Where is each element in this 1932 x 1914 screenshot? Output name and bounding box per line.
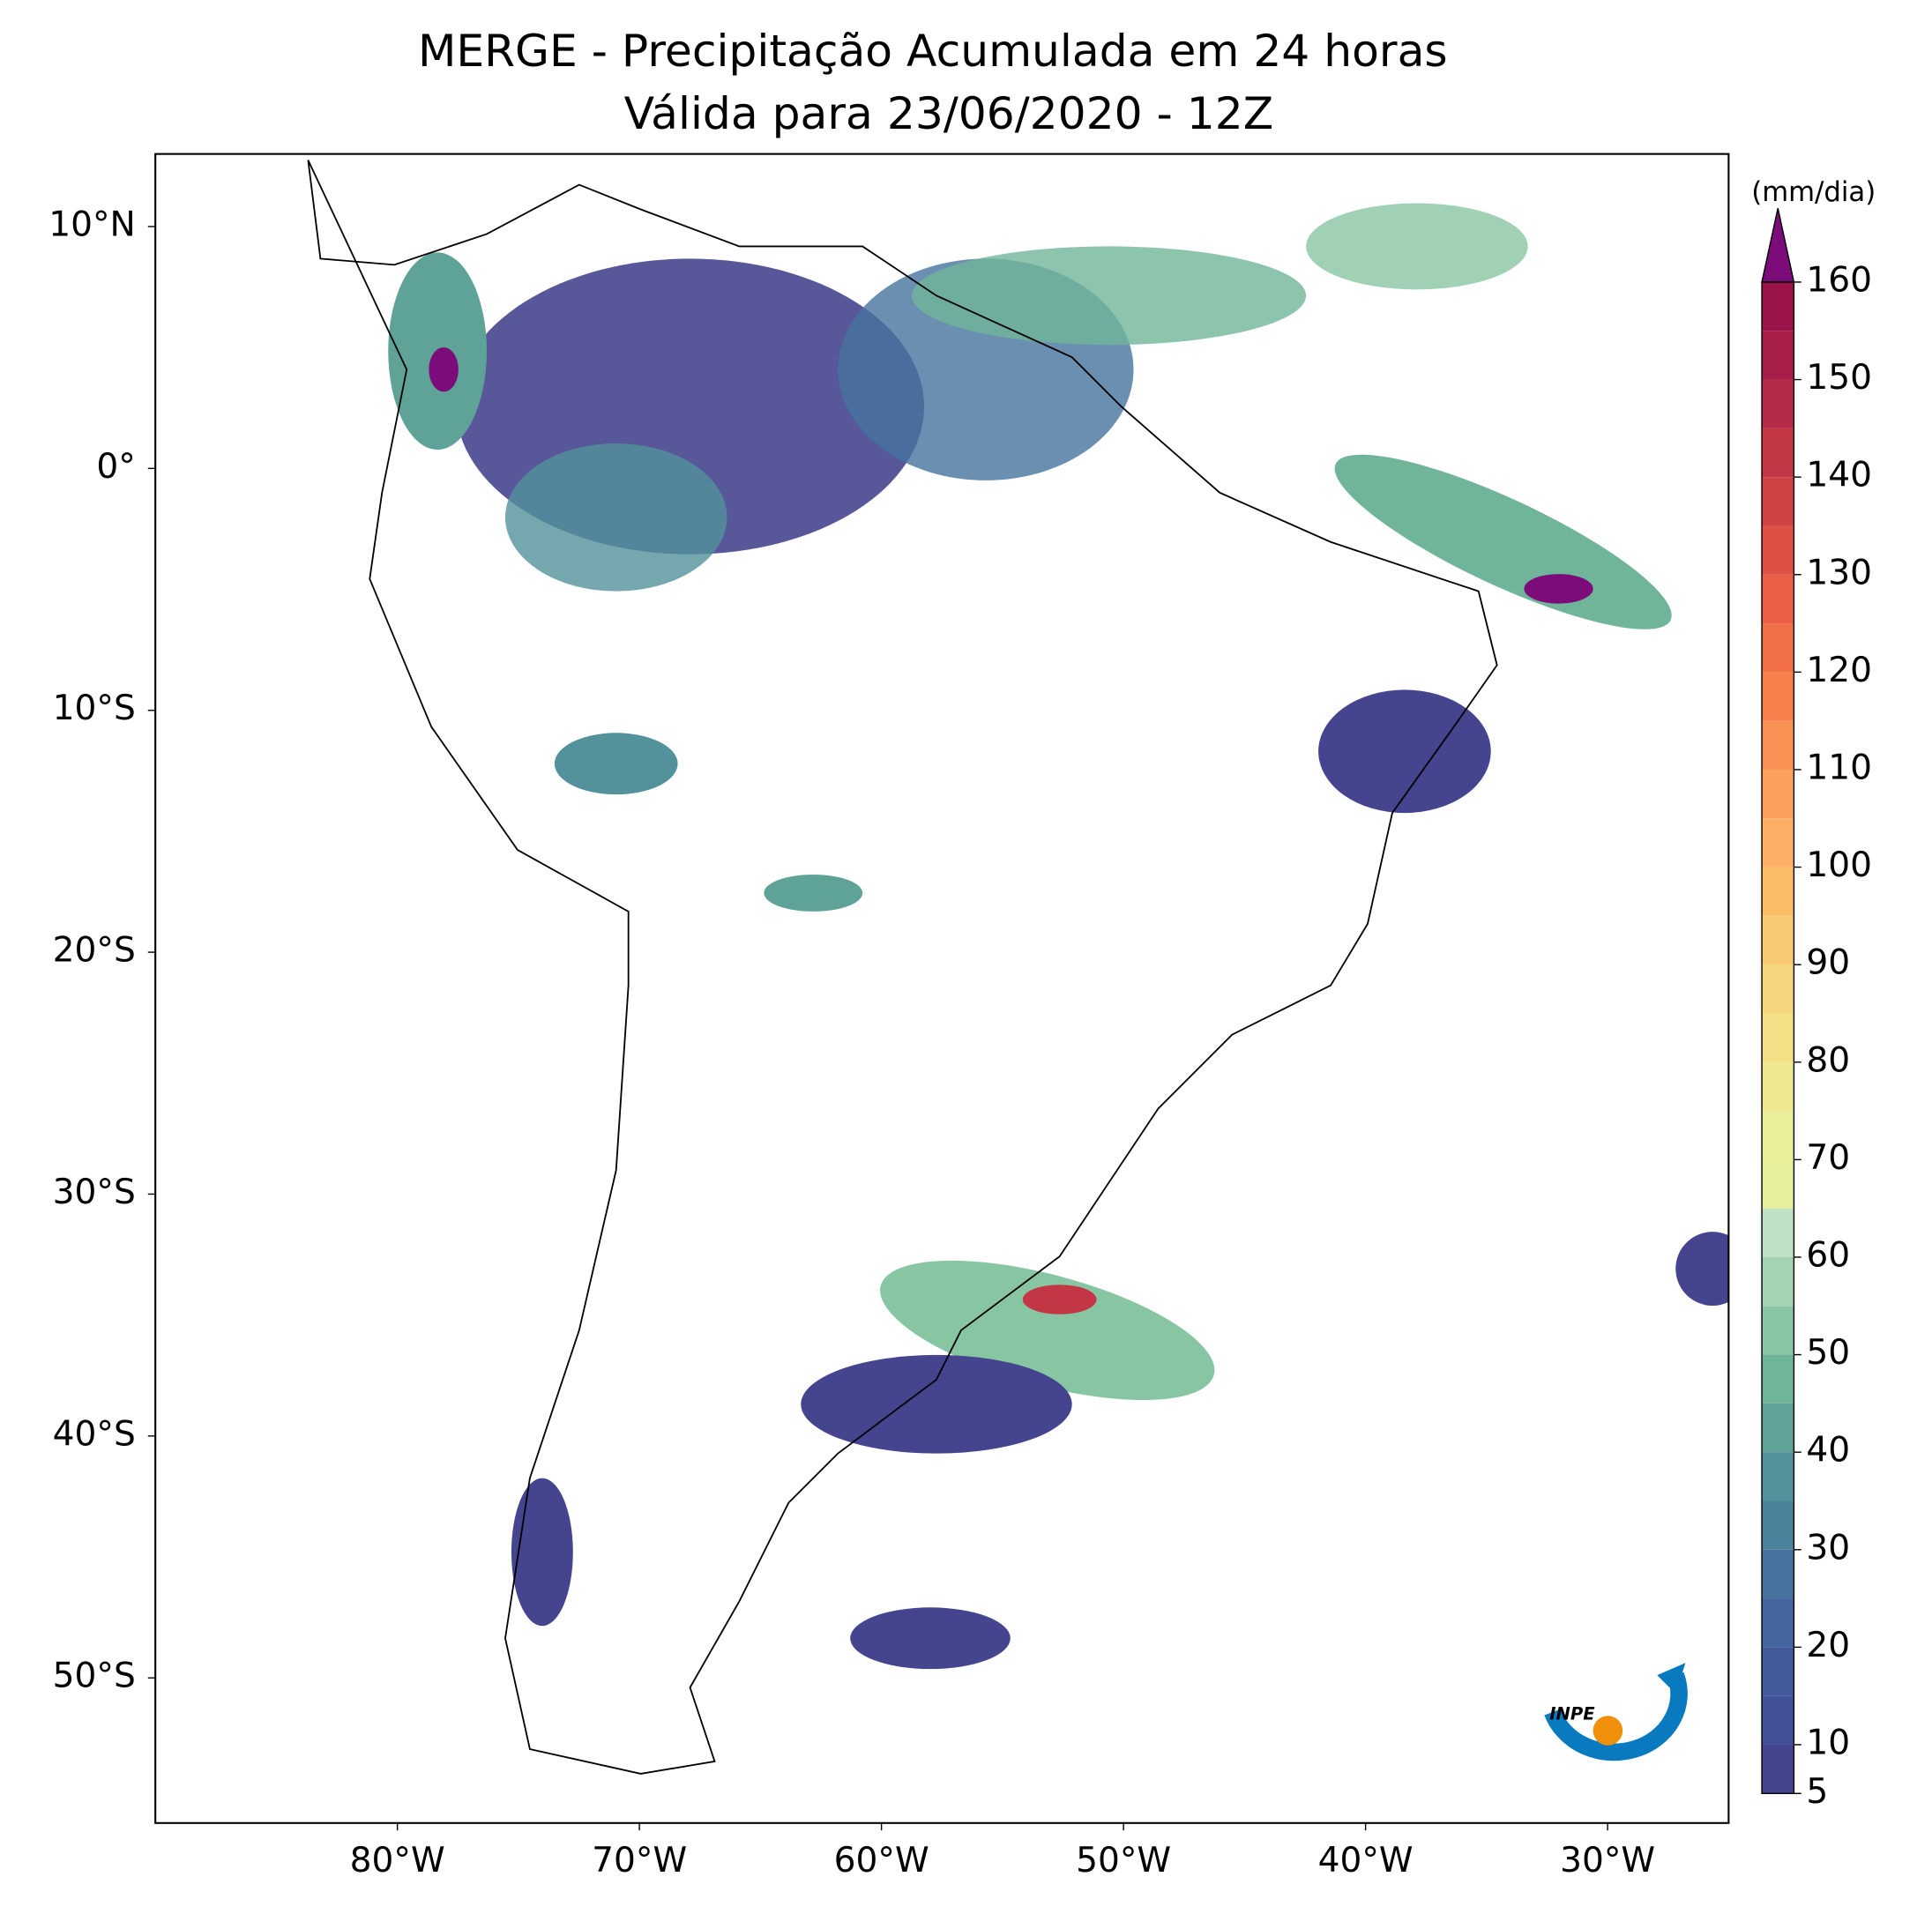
colorbar-segment	[1762, 720, 1794, 770]
colorbar-tick-label: 110	[1806, 748, 1872, 787]
colorbar-tick-label: 10	[1806, 1723, 1850, 1762]
colorbar-segment	[1762, 1013, 1794, 1062]
map-frame	[154, 153, 1730, 1824]
title: MERGE - Precipitação Acumulada em 24 hor…	[418, 25, 1448, 77]
colorbar-segment	[1762, 1354, 1794, 1404]
y-tick-label: 10°S	[53, 689, 136, 728]
axes: 80°W 70°W 60°W 50°W 40°W 30°W 10°N 0° 10°S 20°S 30…	[48, 205, 1872, 1880]
colorbar-extend	[1761, 207, 1795, 283]
colorbar-segment	[1762, 818, 1794, 868]
colorbar-segment	[1762, 428, 1794, 478]
colorbar-tick-label: 150	[1806, 358, 1872, 398]
colorbar-segment	[1762, 1061, 1794, 1112]
colorbar-tick-label: 120	[1806, 651, 1872, 690]
colorbar-tick-label: 80	[1806, 1040, 1850, 1080]
colorbar-segment	[1762, 477, 1794, 526]
colorbar-tick-label: 140	[1806, 456, 1872, 495]
x-tick-label: 80°W	[350, 1841, 445, 1880]
colorbar-tick-label: 90	[1806, 943, 1850, 983]
y-tick-label: 30°S	[53, 1173, 136, 1212]
colorbar-segment	[1762, 672, 1794, 721]
colorbar-segment	[1762, 769, 1794, 819]
x-tick-label: 40°W	[1318, 1841, 1414, 1880]
colorbar-segment	[1762, 1598, 1794, 1648]
logo-text: INPE	[1549, 1703, 1595, 1724]
y-tick-label: 10°N	[48, 205, 136, 244]
precipitation	[388, 203, 1729, 1670]
colorbar-tick-label: 40	[1806, 1431, 1850, 1471]
y-tick-label: 20°S	[53, 931, 136, 971]
colorbar-segment	[1762, 964, 1794, 1014]
colorbar-segment	[1762, 574, 1794, 624]
y-tick-label: 50°S	[53, 1657, 136, 1696]
colorbar-frame	[1761, 281, 1795, 1794]
colorbar-tick-label: 100	[1806, 845, 1872, 885]
colorbar-segment	[1762, 1647, 1794, 1696]
colorbar-segment	[1762, 1452, 1794, 1501]
colorbar-segment	[1762, 1159, 1794, 1209]
colorbar-segment	[1762, 331, 1794, 380]
colorbar-tick-label: 130	[1806, 553, 1872, 592]
colorbar-tick-label: 50	[1806, 1333, 1850, 1373]
y-tick-label: 0°	[96, 447, 135, 487]
map-area: INPE	[307, 160, 1729, 1775]
colorbar-segment	[1762, 1306, 1794, 1355]
colorbar-segment	[1762, 1208, 1794, 1257]
colorbar-segment	[1762, 1501, 1794, 1550]
colorbar-segment	[1762, 867, 1794, 916]
x-tick-label: 70°W	[592, 1841, 687, 1880]
colorbar-segment	[1762, 1744, 1794, 1794]
subtitle: Válida para 23/06/2020 - 12Z	[624, 87, 1273, 139]
logo: INPE	[1544, 1663, 1688, 1761]
colorbar-tick-label: 60	[1806, 1235, 1850, 1275]
colorbar-segment	[1762, 525, 1794, 575]
colorbar-tick-label: 30	[1806, 1528, 1850, 1568]
coastline	[307, 160, 1498, 1775]
colorbar-label: (mm/dia)	[1751, 176, 1876, 208]
colorbar-segment	[1762, 379, 1794, 428]
colorbar-segment	[1762, 623, 1794, 673]
x-tick-label: 50°W	[1076, 1841, 1171, 1880]
colorbar-segment	[1762, 1403, 1794, 1453]
colorbar-tick-label: 70	[1806, 1138, 1850, 1178]
colorbar-segment	[1762, 1695, 1794, 1745]
colorbar-segment	[1762, 1256, 1794, 1307]
x-tick-label: 30°W	[1560, 1841, 1655, 1880]
colorbar-tick-label: 160	[1806, 260, 1872, 300]
colorbar-tick-label: 5	[1806, 1772, 1828, 1812]
colorbar-segment	[1762, 1549, 1794, 1599]
colorbar-segment	[1762, 281, 1794, 331]
y-tick-label: 40°S	[53, 1414, 136, 1454]
colorbar-tick-label: 20	[1806, 1626, 1850, 1665]
colorbar-segment	[1762, 915, 1794, 965]
x-tick-label: 60°W	[834, 1841, 929, 1880]
colorbar-segment	[1762, 1111, 1794, 1160]
